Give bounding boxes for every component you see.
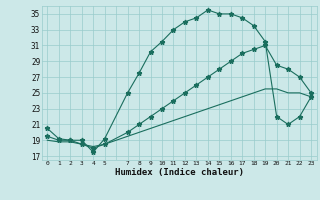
X-axis label: Humidex (Indice chaleur): Humidex (Indice chaleur) <box>115 168 244 177</box>
